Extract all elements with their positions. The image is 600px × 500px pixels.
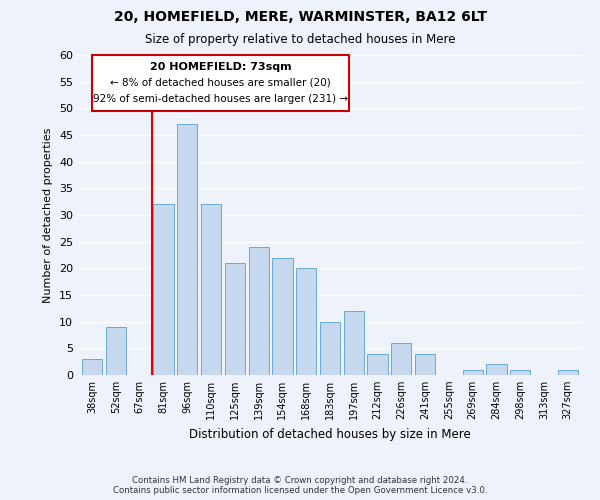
Bar <box>92 55 349 111</box>
Bar <box>272 258 293 375</box>
Bar <box>510 370 530 375</box>
Bar <box>557 370 578 375</box>
Bar <box>367 354 388 375</box>
Bar <box>177 124 197 375</box>
Bar <box>296 268 316 375</box>
Bar <box>154 204 173 375</box>
Bar <box>225 263 245 375</box>
Bar <box>487 364 506 375</box>
Bar <box>391 343 412 375</box>
Text: ← 8% of detached houses are smaller (20): ← 8% of detached houses are smaller (20) <box>110 78 331 88</box>
Bar <box>320 322 340 375</box>
Y-axis label: Number of detached properties: Number of detached properties <box>43 128 53 302</box>
Text: 20 HOMEFIELD: 73sqm: 20 HOMEFIELD: 73sqm <box>150 62 292 72</box>
Bar <box>344 311 364 375</box>
Bar <box>106 327 126 375</box>
Text: 92% of semi-detached houses are larger (231) →: 92% of semi-detached houses are larger (… <box>93 94 348 104</box>
Bar <box>248 247 269 375</box>
Text: Size of property relative to detached houses in Mere: Size of property relative to detached ho… <box>145 32 455 46</box>
Bar <box>463 370 483 375</box>
Text: Contains HM Land Registry data © Crown copyright and database right 2024.
Contai: Contains HM Land Registry data © Crown c… <box>113 476 487 495</box>
X-axis label: Distribution of detached houses by size in Mere: Distribution of detached houses by size … <box>189 428 471 440</box>
Bar <box>415 354 435 375</box>
Bar <box>201 204 221 375</box>
Text: 20, HOMEFIELD, MERE, WARMINSTER, BA12 6LT: 20, HOMEFIELD, MERE, WARMINSTER, BA12 6L… <box>113 10 487 24</box>
Bar <box>82 359 103 375</box>
